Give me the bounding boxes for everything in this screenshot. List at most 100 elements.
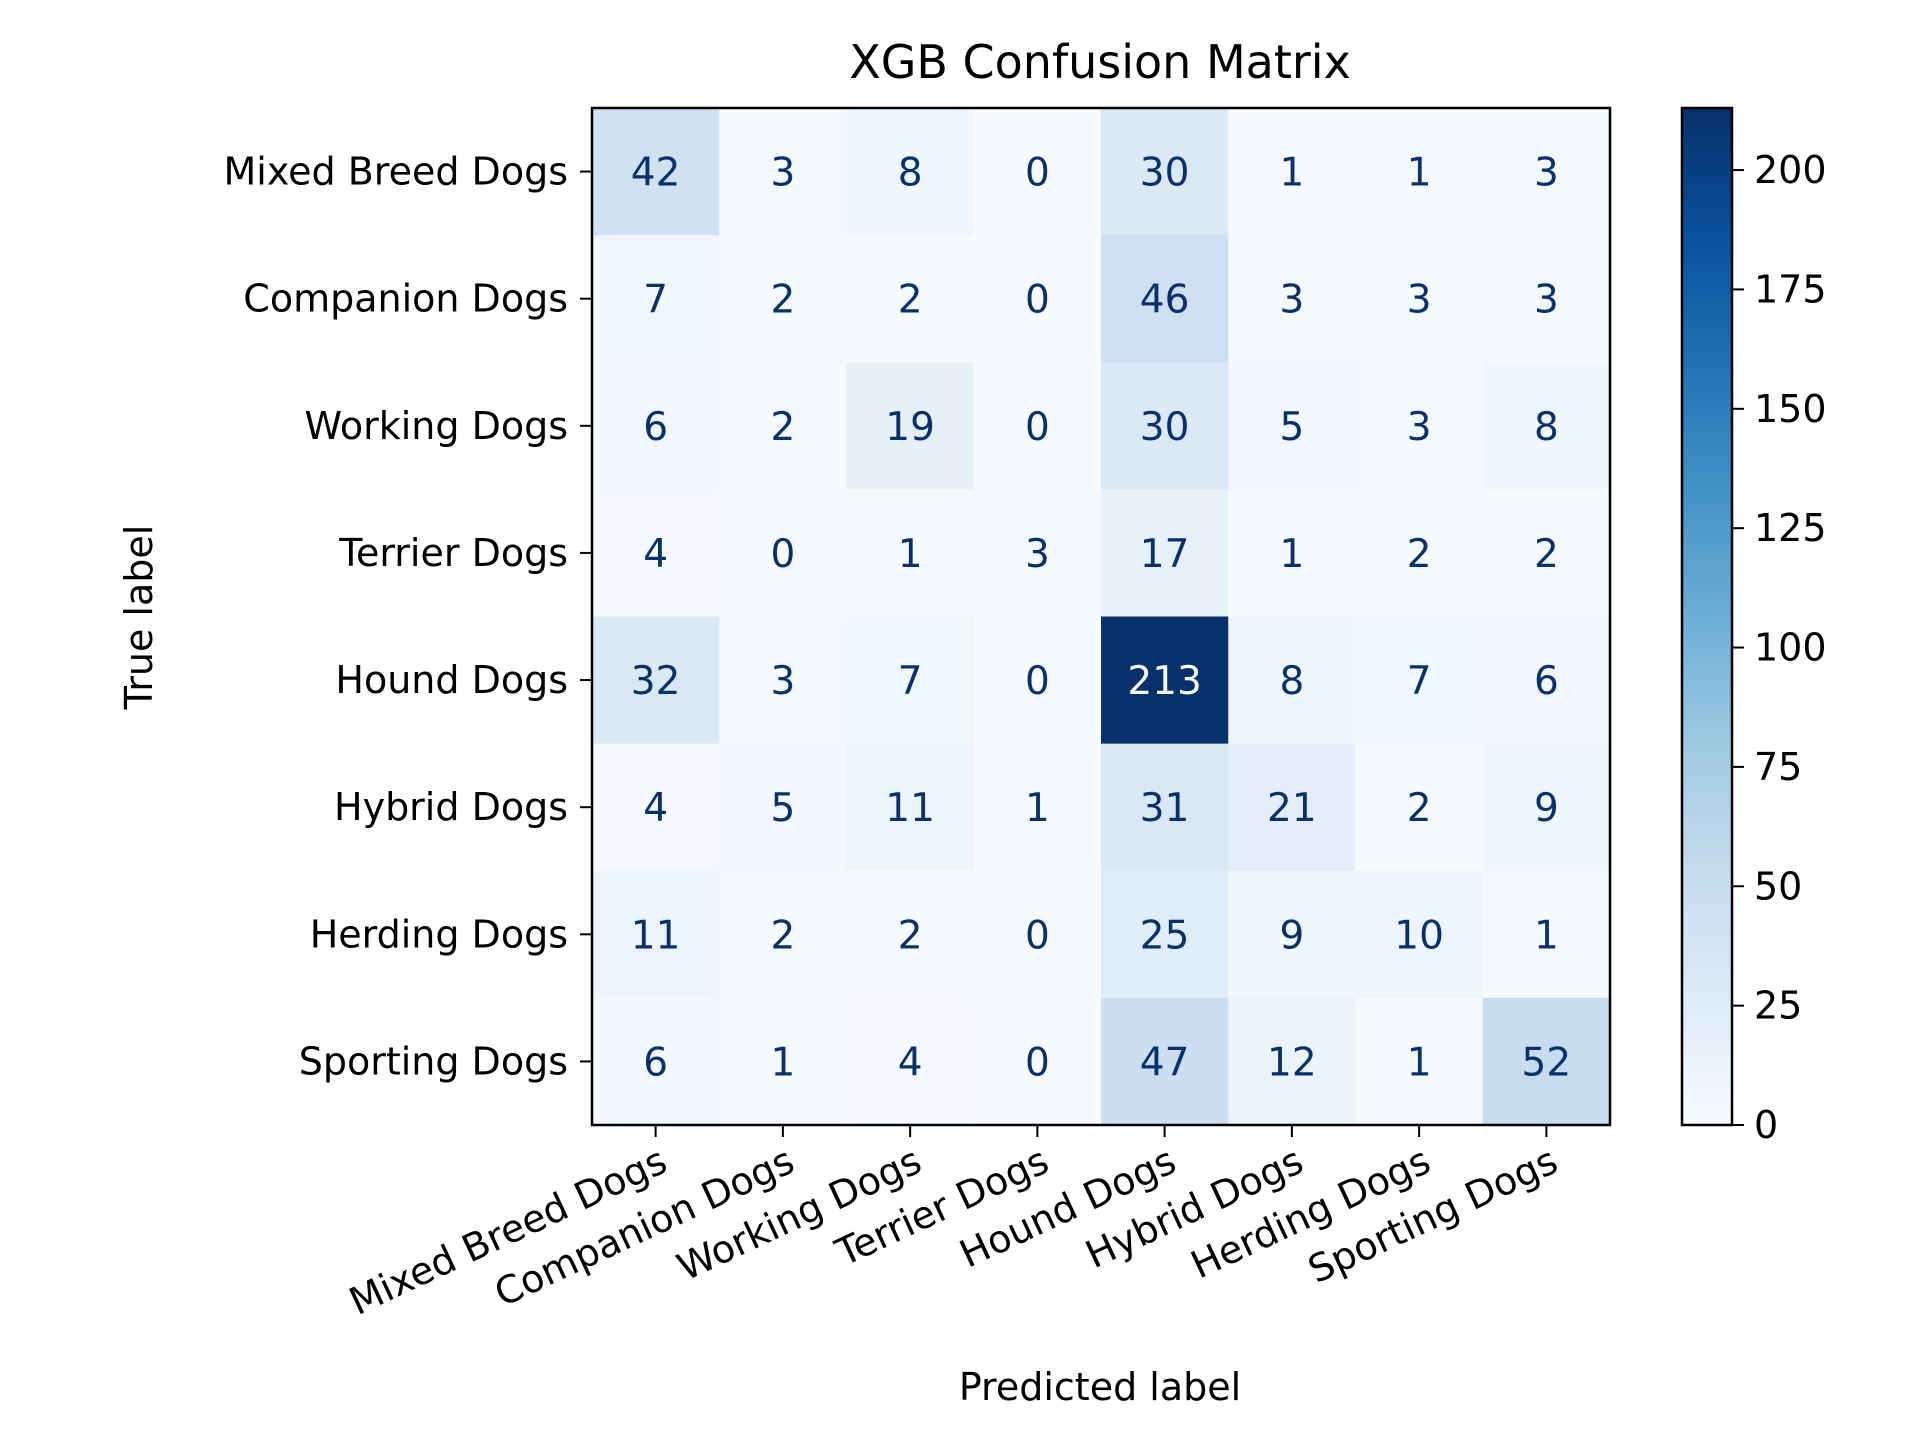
matrix-cell	[1355, 489, 1484, 618]
cell-value-label: 1	[1534, 913, 1559, 958]
chart-title: XGB Confusion Matrix	[849, 35, 1351, 89]
y-tick-label: Sporting Dogs	[299, 1039, 568, 1083]
matrix-cell	[719, 616, 848, 745]
matrix-cell	[1355, 743, 1484, 872]
colorbar-frame	[1680, 106, 1734, 1127]
cell-value-label: 32	[631, 659, 681, 704]
cell-value-label: 2	[770, 405, 795, 450]
colorbar-tick-label: 25	[1754, 984, 1802, 1028]
matrix-cell	[1228, 489, 1357, 618]
matrix-cell	[1101, 489, 1229, 618]
matrix-cell	[719, 235, 848, 363]
cell-value-label: 47	[1140, 1040, 1190, 1085]
matrix-cell	[1355, 108, 1484, 236]
cell-value-label: 3	[1407, 405, 1432, 450]
matrix-cell	[1355, 235, 1484, 363]
matrix-cell-labels: 42 3 8 0 30 1 1 37 2 2 0 46 3 3 36 2 19 0 30 5 3 84 0 1 3 17 1 2 232…	[631, 151, 1571, 1086]
cell-value-label: 0	[770, 532, 795, 577]
cell-value-label: 2	[898, 913, 923, 958]
matrix-cell	[592, 743, 720, 872]
cell-value-label: 1	[1407, 1040, 1432, 1085]
cell-value-label: 11	[631, 913, 681, 958]
cell-value-label: 0	[1025, 913, 1050, 958]
matrix-cell	[592, 616, 720, 745]
cell-value-label: 1	[898, 532, 923, 577]
y-tick-label: Working Dogs	[305, 404, 569, 448]
cell-value-label: 11	[885, 786, 935, 831]
matrix-cell	[592, 870, 720, 999]
cell-value-label: 8	[1534, 405, 1559, 450]
colorbar-tick-label: 150	[1754, 387, 1827, 431]
cell-value-label: 2	[1534, 532, 1559, 577]
matrix-cells	[592, 108, 1611, 1126]
y-tick-label: Hybrid Dogs	[334, 785, 568, 829]
matrix-cell	[1482, 870, 1611, 999]
matrix-cell	[973, 870, 1102, 999]
y-axis-ticks: Mixed Breed Dogs Companion Dogs Working Do…	[224, 150, 592, 1083]
cell-value-label: 0	[1025, 405, 1050, 450]
cell-value-label: 3	[770, 659, 795, 704]
cell-value-label: 0	[1025, 1040, 1050, 1085]
cell-value-label: 52	[1522, 1040, 1572, 1085]
colorbar	[1682, 108, 1732, 1125]
matrix-cell	[973, 362, 1102, 490]
matrix-cell	[973, 108, 1102, 236]
cell-value-label: 4	[643, 532, 668, 577]
matrix-frame	[590, 106, 1612, 1127]
cell-value-label: 7	[643, 278, 668, 323]
matrix-cell	[719, 362, 848, 490]
cell-value-label: 2	[1407, 532, 1432, 577]
matrix-cell	[1355, 362, 1484, 490]
y-tick-label: Companion Dogs	[243, 277, 568, 321]
matrix-cell	[1101, 362, 1229, 490]
matrix-cell	[1482, 743, 1611, 872]
matrix-cell	[1101, 870, 1229, 999]
y-tick-label: Terrier Dogs	[338, 531, 568, 575]
cell-value-label: 1	[770, 1040, 795, 1085]
cell-value-label: 4	[643, 786, 668, 831]
cell-value-label: 8	[898, 151, 923, 196]
matrix-cell	[592, 235, 720, 363]
matrix-cell	[1228, 743, 1357, 872]
cell-value-label: 30	[1140, 405, 1190, 450]
cell-value-label: 3	[1407, 278, 1432, 323]
cell-value-label: 7	[1407, 659, 1432, 704]
cell-value-label: 7	[898, 659, 923, 704]
cell-value-label: 0	[1025, 659, 1050, 704]
cell-value-label: 2	[898, 278, 923, 323]
matrix-cell	[846, 108, 975, 236]
matrix-cell	[592, 997, 720, 1126]
cell-value-label: 5	[1279, 405, 1304, 450]
cell-value-label: 213	[1127, 659, 1201, 704]
cell-value-label: 12	[1267, 1040, 1317, 1085]
matrix-cell	[846, 235, 975, 363]
cell-value-label: 9	[1279, 913, 1304, 958]
matrix-cell	[1482, 489, 1611, 618]
cell-value-label: 19	[885, 405, 935, 450]
matrix-cell	[592, 108, 720, 236]
matrix-cell	[846, 743, 975, 872]
cell-value-label: 1	[1279, 151, 1304, 196]
cell-value-label: 6	[1534, 659, 1559, 704]
matrix-cell	[1228, 108, 1357, 236]
matrix-cell	[1355, 616, 1484, 745]
cell-value-label: 1	[1407, 151, 1432, 196]
matrix-cell	[1355, 870, 1484, 999]
cell-value-label: 4	[898, 1040, 923, 1085]
matrix-cell	[1101, 997, 1229, 1126]
matrix-cell	[1482, 235, 1611, 363]
colorbar-tick-label: 75	[1754, 745, 1802, 789]
colorbar-ticks: 0 25 50 75 100 125 150 175 200	[1732, 148, 1827, 1147]
matrix-cell	[1228, 997, 1357, 1126]
cell-value-label: 0	[1025, 278, 1050, 323]
cell-value-label: 1	[1025, 786, 1050, 831]
y-tick-label: Mixed Breed Dogs	[224, 150, 569, 194]
matrix-cell	[846, 489, 975, 618]
cell-value-label: 2	[770, 278, 795, 323]
cell-value-label: 3	[1534, 151, 1559, 196]
matrix-cell	[1482, 362, 1611, 490]
cell-value-label: 17	[1140, 532, 1190, 577]
colorbar-tick-label: 175	[1754, 267, 1827, 311]
cell-value-label: 6	[643, 405, 668, 450]
